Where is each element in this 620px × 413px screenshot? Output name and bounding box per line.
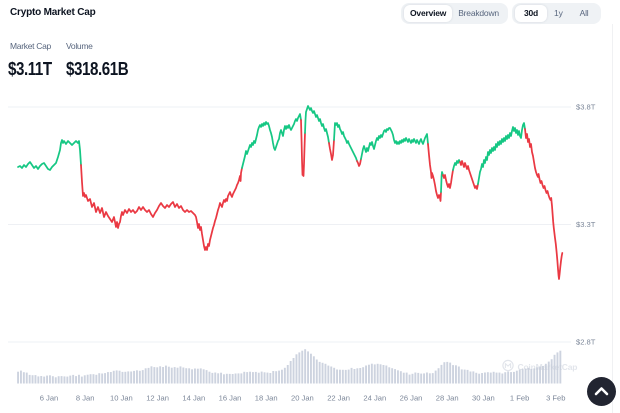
- svg-text:$2.8T: $2.8T: [576, 338, 596, 347]
- svg-text:22 Jan: 22 Jan: [327, 394, 350, 403]
- svg-text:6 Jan: 6 Jan: [40, 394, 59, 403]
- svg-text:3 Feb: 3 Feb: [546, 394, 565, 403]
- svg-text:$3.3T: $3.3T: [576, 220, 596, 229]
- svg-text:24 Jan: 24 Jan: [363, 394, 386, 403]
- svg-text:18 Jan: 18 Jan: [255, 394, 278, 403]
- svg-text:14 Jan: 14 Jan: [182, 394, 205, 403]
- svg-text:1 Feb: 1 Feb: [510, 394, 529, 403]
- svg-text:20 Jan: 20 Jan: [291, 394, 314, 403]
- svg-text:26 Jan: 26 Jan: [400, 394, 423, 403]
- svg-text:8 Jan: 8 Jan: [76, 394, 95, 403]
- svg-text:$3.8T: $3.8T: [576, 103, 596, 112]
- svg-text:30 Jan: 30 Jan: [472, 394, 495, 403]
- svg-text:12 Jan: 12 Jan: [146, 394, 169, 403]
- svg-text:CoinMarketCap: CoinMarketCap: [518, 362, 578, 372]
- svg-text:28 Jan: 28 Jan: [436, 394, 459, 403]
- svg-text:16 Jan: 16 Jan: [219, 394, 242, 403]
- svg-text:10 Jan: 10 Jan: [110, 394, 133, 403]
